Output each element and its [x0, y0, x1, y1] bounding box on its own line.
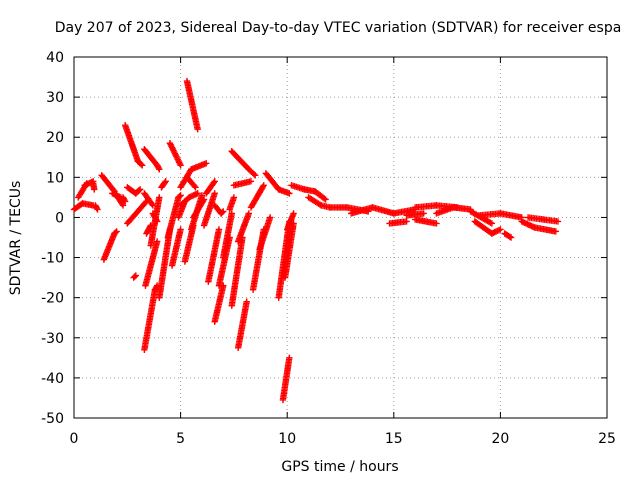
- data-point: [146, 223, 154, 231]
- data-point: [552, 228, 560, 235]
- data-point: [135, 187, 143, 194]
- data-point: [403, 218, 410, 225]
- data-point: [153, 238, 161, 245]
- data-point: [191, 182, 198, 190]
- data-point: [497, 226, 504, 233]
- y-tick-label: -30: [41, 331, 64, 347]
- data-point: [113, 228, 120, 235]
- data-point: [93, 204, 100, 212]
- x-tick-label: 15: [385, 431, 403, 447]
- data-point: [177, 226, 184, 233]
- plot-frame: [73, 56, 608, 419]
- axis-ticks: [73, 56, 608, 419]
- data-point: [420, 210, 427, 217]
- y-tick-label: 30: [46, 90, 64, 106]
- data-point: [142, 199, 149, 206]
- data-point: [218, 209, 226, 216]
- data-point: [148, 200, 156, 208]
- data-point: [211, 190, 218, 197]
- data-point: [136, 186, 144, 193]
- data-point: [215, 226, 223, 233]
- x-axis-title: GPS time / hours: [281, 459, 398, 475]
- y-tick-label: 40: [46, 50, 64, 66]
- y-tick-label: -40: [41, 371, 64, 387]
- data-point: [488, 220, 496, 227]
- data-point: [198, 192, 206, 199]
- data-point: [156, 166, 163, 173]
- data-point: [230, 194, 238, 201]
- data-point: [156, 194, 163, 201]
- y-tick-label: -20: [41, 291, 64, 307]
- data-point: [507, 234, 515, 241]
- data-point: [161, 179, 169, 186]
- data-point: [192, 184, 199, 191]
- y-tick-label: 20: [46, 130, 64, 146]
- y-tick-label: -10: [41, 251, 64, 267]
- x-tick-label: 10: [278, 431, 296, 447]
- data-point: [194, 190, 201, 197]
- data-points: [70, 77, 562, 404]
- x-tick-label: 25: [598, 431, 616, 447]
- data-point: [200, 197, 207, 204]
- data-point: [202, 160, 210, 167]
- data-point: [286, 354, 293, 362]
- x-tick-label: 0: [70, 431, 79, 447]
- data-point: [119, 202, 127, 209]
- y-tick-label: -50: [41, 411, 64, 427]
- data-point: [250, 170, 258, 178]
- data-point: [321, 195, 328, 202]
- y-tick-labels: -50 -40 -30 -20 -10 0 10 20 30 40: [41, 50, 64, 427]
- y-tick-label: 0: [55, 210, 64, 226]
- data-point: [137, 161, 145, 168]
- y-tick-label: 10: [46, 170, 64, 186]
- data-point: [259, 183, 267, 190]
- data-point: [132, 272, 140, 279]
- data-point: [506, 233, 513, 240]
- data-point: [433, 220, 440, 227]
- data-point: [176, 193, 183, 200]
- data-point: [155, 164, 162, 172]
- x-tick-labels: 0 5 10 15 20 25: [70, 431, 616, 447]
- data-point: [211, 178, 218, 185]
- data-point: [177, 192, 184, 199]
- data-point: [316, 201, 324, 208]
- data-point: [228, 210, 235, 217]
- data-point: [210, 179, 217, 186]
- data-point: [118, 200, 126, 208]
- data-point: [252, 172, 259, 179]
- data-point: [487, 219, 494, 226]
- data-point: [243, 298, 250, 305]
- data-point: [290, 210, 297, 217]
- data-point: [266, 214, 274, 221]
- data-point: [91, 186, 98, 193]
- x-tick-label: 5: [176, 431, 185, 447]
- data-point: [194, 126, 201, 133]
- data-point: [200, 196, 208, 203]
- data-point: [322, 196, 329, 203]
- data-point: [162, 178, 169, 185]
- data-point: [147, 222, 154, 229]
- data-point: [554, 218, 562, 225]
- data-point: [112, 229, 119, 236]
- y-axis-title: SDTVAR / TECUs: [8, 181, 24, 296]
- x-tick-label: 20: [491, 431, 509, 447]
- data-point: [94, 206, 101, 213]
- data-point: [247, 178, 255, 185]
- data-point: [286, 190, 293, 197]
- data-point: [177, 162, 184, 169]
- data-point: [139, 162, 146, 169]
- data-point: [220, 208, 227, 215]
- data-point: [260, 182, 267, 189]
- data-point: [245, 210, 253, 217]
- chart-title: Day 207 of 2023, Sidereal Day-to-day VTE…: [55, 20, 622, 36]
- data-point: [131, 273, 138, 280]
